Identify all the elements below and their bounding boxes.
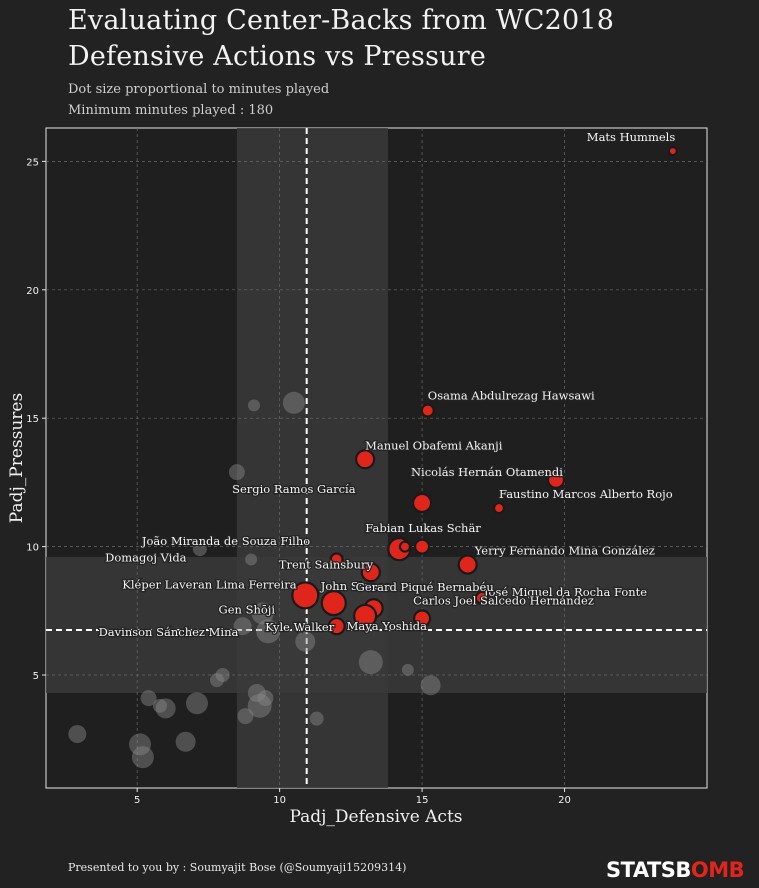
point-label: Nicolás Hernán Otamendi [411, 465, 563, 479]
other-player-point [228, 464, 245, 481]
point-label: Fabian Lukas Schär [365, 521, 481, 535]
other-players-points [68, 391, 441, 769]
chart-subtitle-line-1: Dot size proportional to minutes played [68, 82, 330, 97]
logo-text-part2: OMB [690, 858, 745, 882]
y-tick-label: 25 [26, 157, 39, 168]
other-player-point [247, 693, 272, 718]
other-player-point [401, 663, 414, 676]
point-label: Mats Hummels [587, 130, 676, 144]
chart-subtitle-line-2: Minimum minutes played : 180 [68, 103, 274, 118]
point-label: Carlos Joel Salcedo Hernández [413, 594, 594, 608]
point-label: Kyle Walker [265, 620, 335, 634]
other-player-point [175, 731, 196, 752]
highlighted-player-point [546, 470, 566, 489]
other-player-point [140, 690, 157, 707]
highlighted-player-point [474, 590, 490, 606]
other-player-point [358, 650, 383, 675]
credit-text: Presented to you by : Soumyajit Bose (@S… [68, 861, 407, 874]
highlighted-player-point [411, 492, 433, 514]
highlighted-player-point [457, 554, 478, 575]
statsbomb-logo: STATSBOMB [606, 858, 745, 882]
other-player-point [256, 619, 281, 644]
other-player-point [420, 675, 441, 696]
other-player-point [247, 399, 260, 412]
y-tick-label: 15 [26, 414, 39, 425]
highlighted-player-point [329, 552, 344, 567]
highlighted-player-point [492, 501, 506, 515]
highlighted-player-point [413, 538, 431, 555]
x-tick-label: 10 [273, 795, 286, 806]
y-axis-label: Padj_Pressures [7, 393, 27, 523]
highlighted-player-point [320, 589, 347, 617]
highlighted-players-points [291, 146, 678, 636]
other-player-point [251, 602, 274, 625]
other-player-point [68, 725, 87, 744]
highlighted-player-point [420, 403, 435, 418]
highlighted-player-point [412, 609, 432, 628]
highlighted-player-point [398, 540, 412, 553]
other-player-point [129, 733, 152, 756]
chart-title-line-2: Defensive Actions vs Pressure [68, 41, 487, 72]
x-tick-label: 5 [134, 795, 140, 806]
point-label: Trent Sainsbury [279, 557, 374, 571]
other-player-point [295, 631, 316, 652]
point-label: Gerard Piqué Bernabéu [356, 580, 494, 594]
point-label: João Miranda de Souza Filho [141, 534, 310, 548]
point-label: Davinson Sánchez Mina [99, 625, 239, 639]
y-tick-label: 20 [26, 286, 39, 297]
other-player-point [186, 692, 209, 715]
other-player-point [215, 668, 230, 683]
point-label: José Miguel da Rocha Fonte [483, 585, 647, 599]
other-player-point [192, 542, 207, 557]
point-label: Osama Abdulrezag Hawsawi [428, 388, 595, 402]
y-tick-label: 10 [26, 543, 39, 554]
point-label: Manuel Obafemi Akanji [365, 438, 503, 452]
point-label: John Stones [320, 579, 391, 593]
highlighted-player-point [355, 449, 376, 470]
axis-ticks: 5 10 15 20 5 10 15 20 25 [26, 157, 571, 806]
highlighted-player-point [353, 603, 378, 629]
x-tick-label: 15 [416, 795, 429, 806]
other-player-point [247, 683, 266, 702]
x-axis-label: Padj_Defensive Acts [289, 807, 462, 827]
y-tick-label: 5 [33, 671, 39, 682]
mean-lines [46, 128, 707, 788]
other-player-point [257, 690, 274, 707]
point-label: Kléper Laveran Lima Ferreira [122, 577, 296, 591]
other-player-point [245, 553, 258, 566]
other-player-point [237, 708, 254, 725]
other-player-point [152, 698, 167, 713]
point-label: Gen Shōji [219, 602, 276, 616]
other-player-point [131, 746, 154, 769]
point-labels: Mats Hummels Osama Abdulrezag Hawsawi Manu… [97, 129, 676, 641]
point-label: Yerry Fernando Mina González [474, 544, 655, 558]
logo-text-part1: STATSB [606, 858, 691, 882]
point-label: Faustino Marcos Alberto Rojo [499, 487, 673, 501]
point-label: Sergio Ramos García [232, 482, 356, 496]
other-player-point [233, 617, 252, 636]
highlighted-player-point [360, 562, 381, 583]
other-player-point [155, 698, 176, 719]
highlighted-player-point [667, 146, 678, 157]
point-label: Domagoj Vida [105, 550, 187, 564]
other-player-point [309, 711, 324, 726]
highlighted-player-point [291, 581, 320, 610]
other-player-point [209, 673, 224, 688]
grid-lines [46, 128, 707, 788]
other-player-point [282, 391, 305, 414]
x-tick-label: 20 [558, 795, 571, 806]
point-label: Maya Yoshida [347, 619, 428, 633]
highlighted-player-point [327, 617, 346, 636]
chart-title-line-1: Evaluating Center-Backs from WC2018 [68, 5, 615, 36]
